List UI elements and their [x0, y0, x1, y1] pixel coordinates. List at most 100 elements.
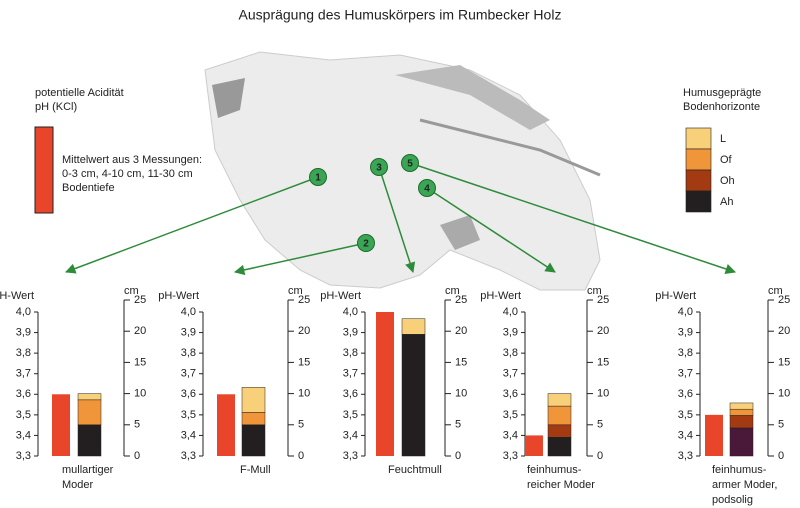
y-tick-label: 3,9	[181, 326, 196, 338]
y2-tick-label: 5	[298, 419, 304, 431]
y-tick-label: 3,4	[343, 429, 358, 441]
legend-text: 0-3 cm, 4-10 cm, 11-30 cm	[62, 168, 193, 180]
y-tick-label: 3,4	[678, 429, 693, 441]
y-tick-label: 3,7	[181, 368, 196, 380]
y-tick-label: 3,6	[16, 388, 31, 400]
y-tick-label: 3,6	[181, 388, 196, 400]
y2-tick-label: 15	[597, 356, 609, 368]
axis-label: pH-Wert	[655, 290, 696, 302]
y-tick-label: 3,4	[16, 429, 31, 441]
y-tick-label: 4,0	[503, 306, 518, 318]
y2-tick-label: 0	[597, 450, 603, 462]
legend-label: Oh	[720, 175, 735, 187]
y2-tick-label: 10	[298, 388, 310, 400]
axis-label: pH-Wert	[0, 290, 34, 302]
horizon-segment	[241, 387, 266, 413]
legend-swatch	[685, 127, 712, 150]
y-tick-label: 3,7	[503, 368, 518, 380]
legend-text: pH (KCl)	[35, 101, 77, 113]
y-tick-label: 3,9	[343, 326, 358, 338]
y-tick-label: 4,0	[181, 306, 196, 318]
y-tick-label: 3,4	[181, 429, 196, 441]
y-tick-label: 3,3	[678, 450, 693, 462]
axis-label: cm	[288, 285, 303, 297]
y2-tick-label: 15	[298, 356, 310, 368]
horizon-segment	[77, 393, 102, 401]
y2-tick-label: 5	[134, 419, 140, 431]
caption: armer Moder,	[712, 479, 777, 491]
caption: podsolig	[712, 494, 753, 506]
horizon-segment	[547, 424, 572, 438]
y-tick-label: 4,0	[343, 306, 358, 318]
y-tick-label: 4,0	[678, 306, 693, 318]
y-tick-label: 4,0	[16, 306, 31, 318]
caption: reicher Moder	[527, 479, 595, 491]
marker-label: 1	[315, 173, 321, 184]
y2-tick-label: 25	[134, 294, 146, 306]
horizon-segment	[547, 437, 572, 457]
ph-bar	[217, 394, 235, 456]
y-tick-label: 3,7	[16, 368, 31, 380]
horizon-segment	[729, 408, 754, 416]
y2-tick-label: 20	[298, 325, 310, 337]
horizon-segment	[401, 318, 426, 335]
ph-bar	[52, 394, 70, 456]
legend-label: Of	[720, 154, 733, 166]
legend-text: potentielle Acidität	[35, 87, 124, 99]
horizon-segment	[241, 424, 266, 457]
caption: feinhumus-	[712, 464, 767, 476]
map-marker	[309, 168, 327, 186]
legend-swatch	[685, 169, 712, 192]
y-tick-label: 3,8	[16, 347, 31, 359]
y2-tick-label: 20	[597, 325, 609, 337]
y-tick-label: 3,7	[678, 368, 693, 380]
y2-tick-label: 0	[298, 450, 304, 462]
y-tick-label: 3,5	[503, 409, 518, 421]
y2-tick-label: 10	[778, 388, 790, 400]
map-marker	[418, 179, 436, 197]
ph-bar	[525, 435, 543, 456]
axis-label: pH-Wert	[320, 290, 361, 302]
caption: Moder	[62, 479, 94, 491]
y2-tick-label: 5	[597, 419, 603, 431]
legend-swatch	[685, 148, 712, 171]
map-marker	[401, 154, 419, 172]
y-tick-label: 3,9	[16, 326, 31, 338]
y2-tick-label: 0	[134, 450, 140, 462]
y-tick-label: 3,3	[503, 450, 518, 462]
axis-label: pH-Wert	[480, 290, 521, 302]
axis-label: cm	[587, 285, 602, 297]
y-tick-label: 3,5	[343, 409, 358, 421]
y2-tick-label: 20	[778, 325, 790, 337]
map	[204, 51, 601, 291]
horizon-segment	[401, 334, 426, 457]
axis-label: cm	[124, 285, 139, 297]
horizon-segment	[77, 424, 102, 457]
y-tick-label: 3,6	[343, 388, 358, 400]
y-tick-label: 3,3	[343, 450, 358, 462]
marker-label: 3	[376, 163, 382, 174]
marker-label: 5	[407, 159, 413, 170]
y-tick-label: 3,5	[181, 409, 196, 421]
horizon-segment	[729, 415, 754, 429]
legend-label: Ah	[720, 196, 733, 208]
y2-tick-label: 25	[778, 294, 790, 306]
title: Ausprägung des Humuskörpers im Rumbecker…	[239, 7, 562, 23]
y2-tick-label: 20	[134, 325, 146, 337]
y-tick-label: 3,3	[16, 450, 31, 462]
y-tick-label: 3,9	[678, 326, 693, 338]
y-tick-label: 3,3	[181, 450, 196, 462]
y-tick-label: 3,5	[16, 409, 31, 421]
marker-label: 4	[424, 184, 430, 195]
y2-tick-label: 10	[455, 388, 467, 400]
y2-tick-label: 15	[134, 356, 146, 368]
y2-tick-label: 25	[455, 294, 467, 306]
y2-tick-label: 10	[134, 388, 146, 400]
ph-bar	[376, 312, 394, 456]
legend-text: Bodentiefe	[62, 182, 115, 194]
legend-text: Humusgeprägte	[683, 87, 761, 99]
y2-tick-label: 0	[455, 450, 461, 462]
legend-swatch	[685, 190, 712, 213]
legend-swatch	[34, 126, 54, 214]
